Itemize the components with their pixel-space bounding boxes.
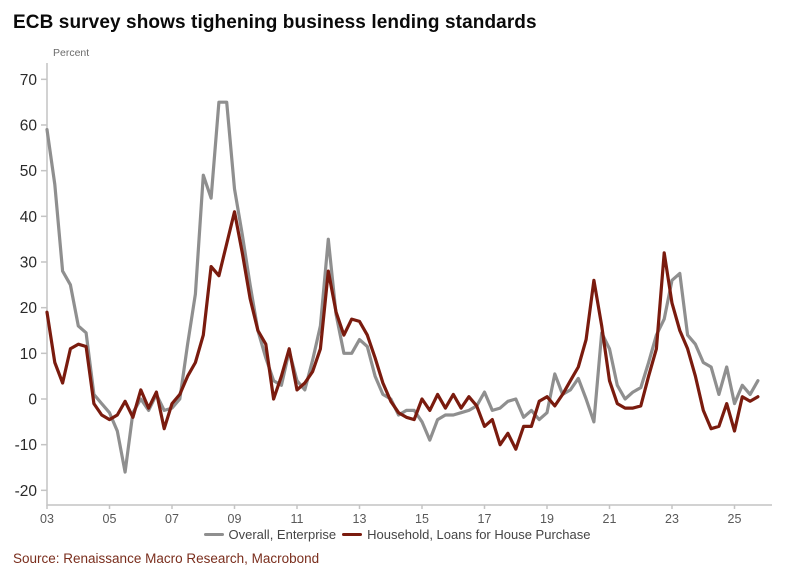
y-tick-label: 20 (20, 300, 38, 317)
x-tick-label: 23 (665, 512, 679, 526)
y-tick-label: -20 (15, 483, 38, 500)
y-tick-label: 10 (20, 346, 38, 363)
y-tick-label: 70 (20, 72, 38, 89)
y-tick-label: 30 (20, 254, 38, 271)
series-line-1 (45, 210, 760, 451)
x-tick-label: 15 (415, 512, 429, 526)
enterprise-line-swatch (203, 532, 224, 537)
legend-item-enterprise: Overall, Enterprise (203, 527, 337, 542)
x-tick-label: 05 (103, 512, 117, 526)
x-tick-label: 13 (353, 512, 367, 526)
chart-title: ECB survey shows tighening business lend… (13, 12, 537, 33)
y-axis-unit-label: Percent (53, 47, 89, 59)
y-tick-label: 60 (20, 117, 38, 134)
source-note: Source: Renaissance Macro Research, Macr… (13, 551, 320, 566)
x-tick-label: 11 (291, 512, 304, 526)
x-tick-label: 17 (478, 512, 492, 526)
y-tick-label: 40 (20, 209, 38, 226)
y-tick-label: 0 (28, 392, 37, 409)
series-line-0 (45, 100, 760, 474)
household-line-swatch (342, 532, 363, 537)
legend-item-household: Household, Loans for House Purchase (342, 527, 590, 542)
chart-legend: Overall, Enterprise Household, Loans for… (0, 527, 794, 542)
x-tick-label: 19 (540, 512, 554, 526)
x-tick-label: 09 (228, 512, 242, 526)
x-tick-label: 07 (165, 512, 179, 526)
x-tick-label: 03 (40, 512, 54, 526)
y-tick-label: 50 (20, 163, 38, 180)
x-tick-label: 25 (728, 512, 742, 526)
x-tick-label: 21 (603, 512, 617, 526)
legend-label-household: Household, Loans for House Purchase (367, 527, 591, 542)
legend-label-enterprise: Overall, Enterprise (228, 527, 337, 542)
y-tick-label: -10 (15, 437, 38, 454)
